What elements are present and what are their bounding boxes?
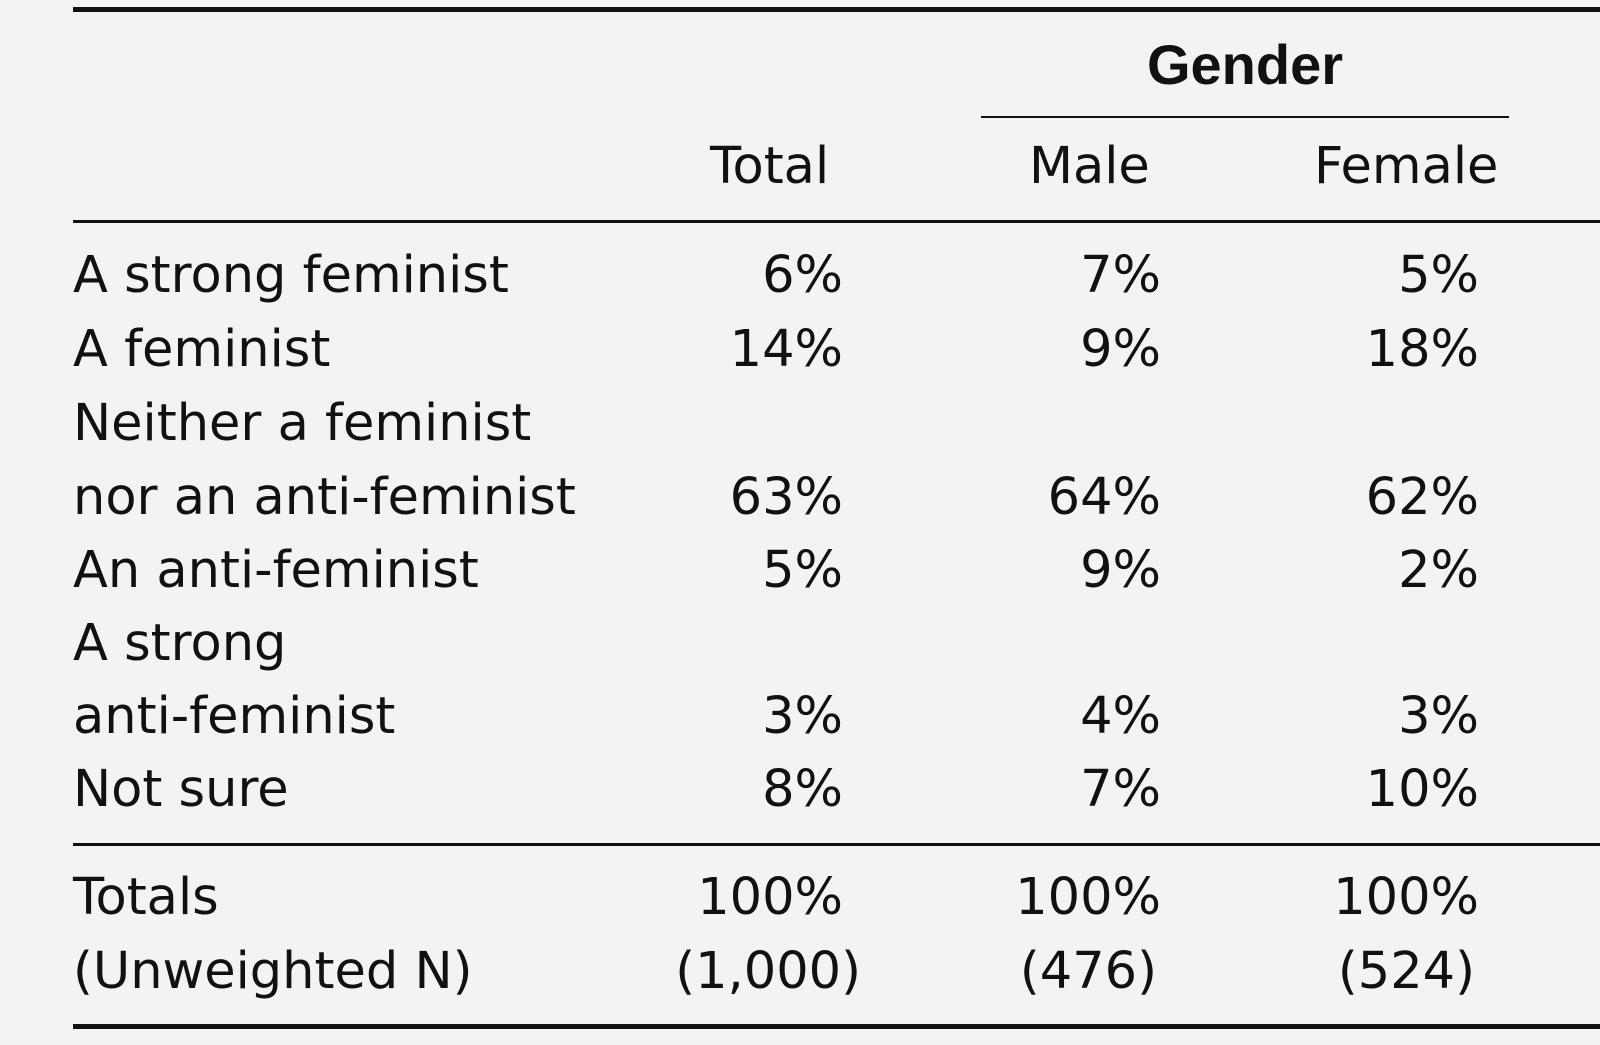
cell-feminist-female: 18% [1365, 320, 1479, 379]
row-label-strong-feminist: A strong feminist [73, 246, 509, 305]
row-label-neither-line1: Neither a feminist [73, 394, 532, 453]
footer-label-totals: Totals [73, 868, 219, 927]
header-bottom-rule [73, 220, 1600, 223]
row-label-anti-feminist: An anti-feminist [73, 541, 479, 600]
cell-not-sure-male: 7% [1080, 760, 1161, 819]
footer-totals-male: 100% [1015, 868, 1161, 927]
gender-group-rule [981, 116, 1509, 118]
cell-strong-anti-total: 3% [762, 687, 843, 746]
cell-strong-feminist-male: 7% [1080, 246, 1161, 305]
row-label-not-sure: Not sure [73, 760, 289, 819]
cell-strong-feminist-total: 6% [762, 246, 843, 305]
column-header-male: Male [1029, 137, 1150, 196]
cell-not-sure-female: 10% [1365, 760, 1479, 819]
column-header-total: Total [710, 137, 830, 196]
cell-strong-anti-male: 4% [1080, 687, 1161, 746]
cell-strong-feminist-female: 5% [1398, 246, 1479, 305]
table-bottom-rule [73, 1024, 1600, 1029]
footer-n-female: (524) [1337, 942, 1475, 1001]
row-label-neither-line2: nor an anti-feminist [73, 468, 576, 527]
row-label-strong-anti-line2: anti-feminist [73, 687, 396, 746]
cell-feminist-male: 9% [1080, 320, 1161, 379]
cell-strong-anti-female: 3% [1398, 687, 1479, 746]
cell-neither-total: 63% [729, 468, 843, 527]
gender-group-header: Gender [1146, 33, 1344, 96]
footer-n-male: (476) [1019, 942, 1157, 1001]
cell-neither-female: 62% [1365, 468, 1479, 527]
cell-feminist-total: 14% [729, 320, 843, 379]
cell-anti-feminist-female: 2% [1398, 541, 1479, 600]
footer-totals-female: 100% [1333, 868, 1479, 927]
column-header-female: Female [1314, 137, 1499, 196]
footer-n-total: (1,000) [675, 942, 861, 1001]
body-bottom-rule [73, 843, 1600, 846]
table-top-rule [73, 7, 1600, 12]
footer-totals-total: 100% [697, 868, 843, 927]
row-label-strong-anti-line1: A strong [73, 614, 287, 673]
cell-anti-feminist-male: 9% [1080, 541, 1161, 600]
cell-not-sure-total: 8% [762, 760, 843, 819]
row-label-feminist: A feminist [73, 320, 331, 379]
cell-anti-feminist-total: 5% [762, 541, 843, 600]
footer-label-unweighted-n: (Unweighted N) [73, 942, 473, 1001]
cell-neither-male: 64% [1047, 468, 1161, 527]
